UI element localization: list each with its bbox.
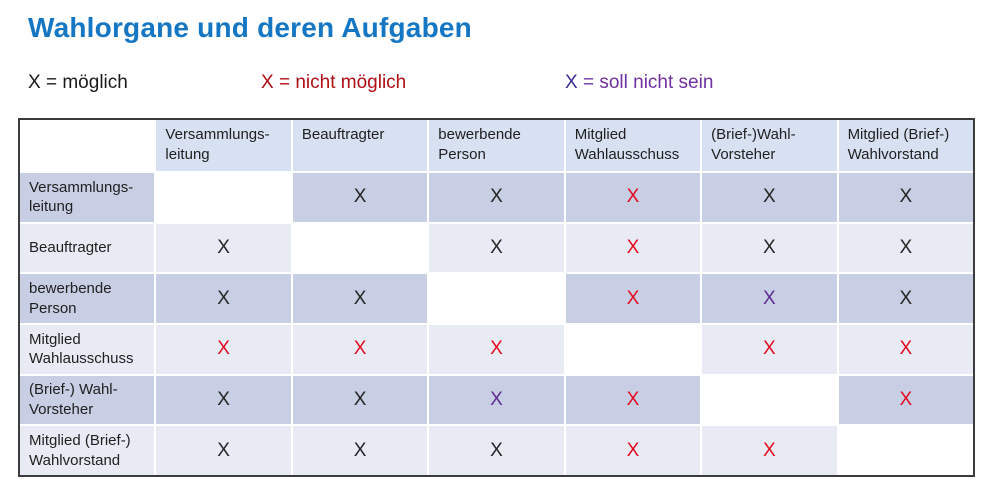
legend-equals: = (45, 72, 58, 93)
matrix-cell-possible: X (156, 223, 291, 273)
legend-label-should-not: soll nicht sein (599, 72, 714, 93)
legend: X = möglich X = nicht möglich X = soll n… (0, 72, 993, 98)
matrix-cell-blank (838, 426, 973, 475)
legend-equals: = (582, 72, 595, 93)
column-header: Beauftragter (292, 120, 428, 171)
matrix-cell-blank (565, 325, 701, 374)
matrix-cell-not-possible: X (156, 325, 291, 374)
matrix-cell-possible: X (838, 173, 973, 222)
column-header: Mitglied (Brief-) Wahlvorstand (838, 120, 973, 171)
matrix-cell-possible: X (702, 173, 837, 222)
row-header: bewerbende Person (20, 274, 155, 323)
row-header: Versammlungs-leitung (20, 173, 155, 222)
matrix-cell-not-possible: X (565, 375, 701, 425)
legend-item-not-possible: X = nicht möglich (261, 72, 406, 94)
table-corner-cell (20, 120, 155, 171)
matrix-cell-not-possible: X (565, 223, 701, 273)
matrix-cell-should-not: X (702, 274, 837, 323)
matrix-cell-possible: X (429, 173, 564, 222)
matrix-cell-not-possible: X (565, 173, 701, 222)
legend-x-should-not: X (565, 72, 578, 93)
matrix-cell-possible: X (702, 223, 837, 273)
matrix-cell-not-possible: X (702, 325, 837, 374)
legend-x-not-possible: X (261, 72, 274, 93)
column-header: (Brief-)Wahl-Vorsteher (702, 120, 837, 171)
matrix-cell-possible: X (838, 274, 973, 323)
matrix-cell-possible: X (292, 426, 428, 475)
legend-label-not-possible: nicht möglich (295, 72, 407, 93)
matrix-cell-blank (429, 274, 564, 323)
legend-label-possible: möglich (62, 72, 128, 93)
matrix-cell-not-possible: X (838, 375, 973, 425)
matrix-cell-possible: X (156, 375, 291, 425)
matrix-cell-not-possible: X (838, 325, 973, 374)
matrix-cell-possible: X (292, 375, 428, 425)
matrix-cell-blank (702, 375, 837, 425)
matrix-cell-not-possible: X (429, 325, 564, 374)
row-header: Mitglied (Brief-) Wahlvorstand (20, 426, 155, 475)
legend-x-possible: X (28, 72, 41, 93)
matrix-cell-possible: X (156, 274, 291, 323)
matrix-cell-possible: X (429, 223, 564, 273)
matrix-cell-not-possible: X (292, 325, 428, 374)
matrix-cell-possible: X (292, 173, 428, 222)
row-header: Beauftragter (20, 223, 155, 273)
column-header: Versammlungs-leitung (156, 120, 291, 171)
matrix-cell-possible: X (156, 426, 291, 475)
matrix-cell-not-possible: X (565, 274, 701, 323)
matrix-table: Versammlungs-leitung Beauftragter bewerben… (18, 118, 975, 477)
column-header: Mitglied Wahlausschuss (565, 120, 701, 171)
matrix-cell-possible: X (292, 274, 428, 323)
page-title: Wahlorgane und deren Aufgaben (28, 12, 472, 43)
row-header: Mitglied Wahlausschuss (20, 325, 155, 374)
matrix-cell-not-possible: X (565, 426, 701, 475)
matrix-cell-blank (156, 173, 291, 222)
legend-item-possible: X = möglich (28, 72, 128, 94)
legend-item-should-not: X = soll nicht sein (565, 72, 713, 94)
row-header: (Brief-) Wahl-Vorsteher (20, 375, 155, 425)
matrix-cell-should-not: X (429, 375, 564, 425)
matrix-cell-not-possible: X (702, 426, 837, 475)
column-header: bewerbende Person (429, 120, 564, 171)
legend-equals: = (278, 72, 291, 93)
matrix-cell-blank (292, 223, 428, 273)
matrix-cell-possible: X (838, 223, 973, 273)
matrix-cell-possible: X (429, 426, 564, 475)
